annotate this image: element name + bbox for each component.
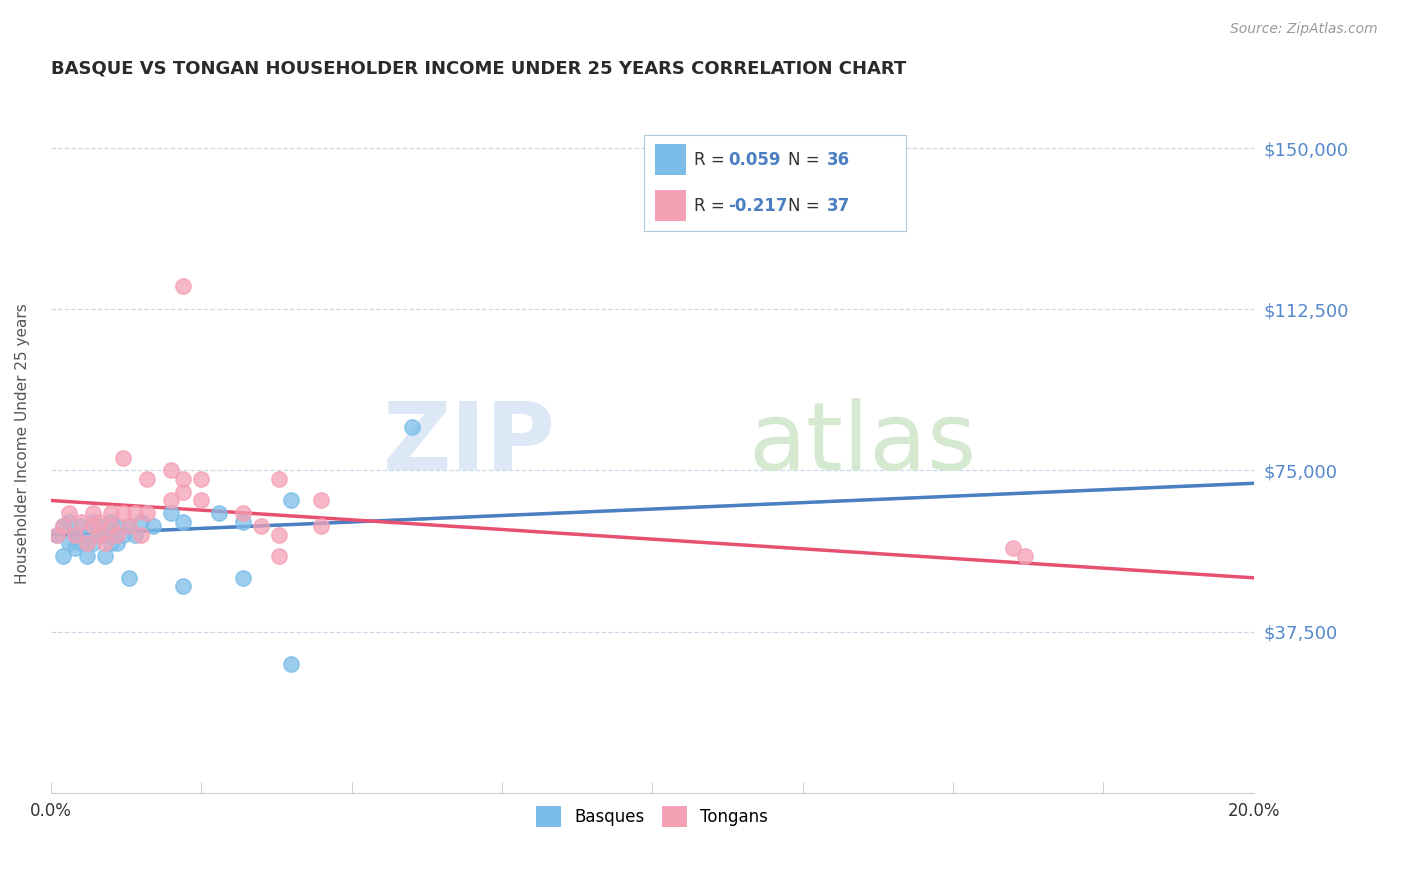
Text: 36: 36 — [827, 151, 851, 169]
Point — [118, 519, 141, 533]
Legend: Basques, Tongans: Basques, Tongans — [530, 799, 775, 833]
Point — [76, 549, 98, 564]
Text: 37: 37 — [827, 196, 851, 215]
Point — [105, 519, 128, 533]
Point — [111, 507, 134, 521]
Point — [52, 519, 75, 533]
Point — [401, 420, 423, 434]
Point — [94, 536, 117, 550]
Point — [111, 528, 134, 542]
Point — [190, 493, 212, 508]
Point — [63, 528, 86, 542]
Text: Source: ZipAtlas.com: Source: ZipAtlas.com — [1230, 22, 1378, 37]
Text: N =: N = — [789, 196, 825, 215]
Point — [87, 528, 110, 542]
Point — [70, 515, 93, 529]
Point — [129, 515, 152, 529]
Point — [269, 549, 291, 564]
Text: N =: N = — [789, 151, 825, 169]
Point — [1014, 549, 1036, 564]
Point — [100, 515, 122, 529]
Point — [172, 472, 194, 486]
Text: -0.217: -0.217 — [728, 196, 787, 215]
Point — [172, 278, 194, 293]
Point — [160, 493, 183, 508]
Point — [87, 519, 110, 533]
Point — [52, 549, 75, 564]
Point — [105, 536, 128, 550]
Point — [100, 519, 122, 533]
Point — [160, 463, 183, 477]
Point — [76, 528, 98, 542]
Point — [136, 507, 159, 521]
Text: BASQUE VS TONGAN HOUSEHOLDER INCOME UNDER 25 YEARS CORRELATION CHART: BASQUE VS TONGAN HOUSEHOLDER INCOME UNDE… — [51, 60, 905, 78]
Point — [172, 484, 194, 499]
Point — [1002, 541, 1025, 555]
Point — [172, 579, 194, 593]
Point — [208, 507, 231, 521]
Point — [63, 528, 86, 542]
Point — [190, 472, 212, 486]
FancyBboxPatch shape — [655, 145, 686, 175]
Text: ZIP: ZIP — [382, 398, 555, 490]
Point — [124, 507, 146, 521]
Point — [129, 528, 152, 542]
Point — [94, 528, 117, 542]
Point — [172, 515, 194, 529]
FancyBboxPatch shape — [655, 190, 686, 221]
Point — [70, 519, 93, 533]
Point — [160, 507, 183, 521]
Point — [94, 549, 117, 564]
Point — [111, 450, 134, 465]
Point — [87, 515, 110, 529]
Text: R =: R = — [695, 151, 730, 169]
Point — [45, 528, 67, 542]
Point — [311, 493, 333, 508]
Point — [87, 528, 110, 542]
Point — [58, 536, 80, 550]
Point — [58, 507, 80, 521]
Y-axis label: Householder Income Under 25 years: Householder Income Under 25 years — [15, 303, 30, 584]
Point — [70, 536, 93, 550]
Point — [82, 515, 104, 529]
Point — [124, 528, 146, 542]
Point — [82, 536, 104, 550]
Point — [45, 528, 67, 542]
Point — [58, 515, 80, 529]
Point — [136, 472, 159, 486]
Point — [280, 493, 302, 508]
Point — [76, 536, 98, 550]
Point — [311, 519, 333, 533]
Point — [82, 507, 104, 521]
Text: atlas: atlas — [748, 398, 977, 490]
Point — [118, 571, 141, 585]
Point — [269, 472, 291, 486]
Point — [118, 519, 141, 533]
Point — [250, 519, 273, 533]
Point — [100, 507, 122, 521]
Text: R =: R = — [695, 196, 730, 215]
Point — [100, 536, 122, 550]
Point — [269, 528, 291, 542]
Point — [232, 515, 254, 529]
Text: 0.059: 0.059 — [728, 151, 780, 169]
Point — [105, 528, 128, 542]
Point — [232, 507, 254, 521]
Point — [82, 519, 104, 533]
Point — [52, 519, 75, 533]
Point — [63, 541, 86, 555]
Point — [232, 571, 254, 585]
Point — [280, 657, 302, 671]
Point — [142, 519, 165, 533]
